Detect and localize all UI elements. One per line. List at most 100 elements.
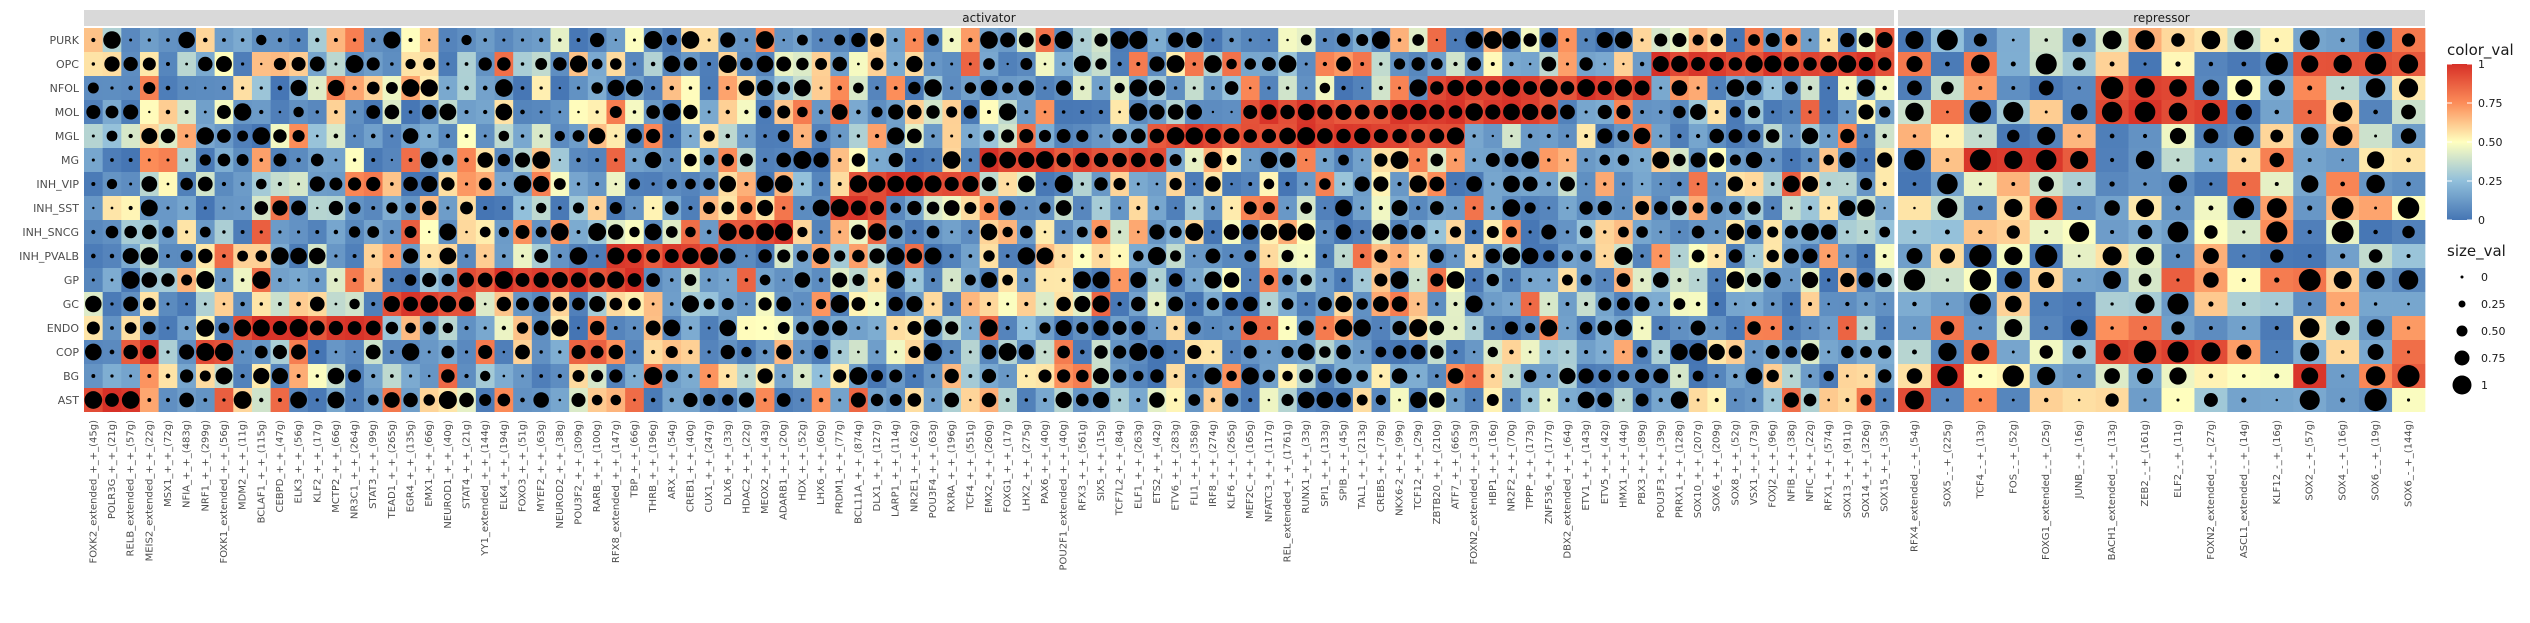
size-dot	[1192, 206, 1196, 210]
size-dot	[1509, 61, 1514, 67]
size-dot	[1771, 398, 1775, 402]
size-dot	[1430, 345, 1444, 359]
size-dot	[1300, 202, 1313, 214]
size-dot	[1882, 133, 1887, 139]
size-dot	[271, 367, 288, 385]
size-dot	[703, 201, 716, 215]
row-label: INH_PVALB	[19, 250, 79, 263]
size-dot	[665, 369, 678, 383]
size-dot	[1509, 373, 1514, 379]
size-dot	[1054, 31, 1073, 49]
size-dot	[851, 153, 866, 167]
size-dot	[930, 61, 936, 67]
size-dot	[2077, 86, 2081, 90]
size-dot	[233, 103, 252, 121]
size-dot	[1826, 181, 1831, 187]
size-dot	[1978, 134, 1982, 138]
size-dot	[142, 57, 156, 71]
size-dot	[1728, 129, 1743, 143]
size-dot	[165, 61, 170, 67]
size-dot	[1745, 151, 1763, 169]
size-dot	[1409, 79, 1427, 97]
size-dot	[1434, 230, 1439, 234]
size-dot	[252, 271, 271, 289]
size-dot	[986, 109, 992, 115]
size-dot	[607, 247, 625, 265]
column-label: ATF7_+_+_(665g)	[1450, 420, 1461, 509]
size-dot	[946, 106, 958, 118]
size-dot	[1597, 200, 1612, 216]
size-dot	[483, 38, 488, 42]
size-dot	[1118, 110, 1121, 114]
size-dot	[2169, 127, 2187, 145]
size-dot	[371, 254, 376, 258]
size-dot	[1539, 79, 1558, 97]
size-dot	[571, 392, 586, 408]
size-dot	[1691, 225, 1705, 239]
size-dot	[1261, 128, 1277, 144]
size-dot	[1304, 302, 1309, 306]
size-dot	[1024, 109, 1029, 115]
size-dot	[1728, 57, 1743, 71]
size-dot	[353, 350, 356, 354]
size-dot	[129, 374, 133, 378]
size-dot	[237, 250, 249, 262]
size-dot	[924, 247, 942, 265]
size-dot	[1465, 103, 1483, 121]
size-dot	[1017, 175, 1035, 193]
size-dot	[328, 200, 344, 216]
size-dot	[2136, 367, 2154, 385]
size-dot	[1598, 369, 1612, 383]
size-dot	[2037, 366, 2056, 386]
size-dot	[1430, 153, 1444, 167]
size-dot	[1483, 31, 1502, 49]
size-dot	[1729, 106, 1742, 118]
size-dot	[2366, 174, 2385, 194]
size-dot	[1076, 129, 1089, 143]
size-dot	[595, 205, 600, 211]
size-dot	[1055, 319, 1072, 337]
size-dot	[420, 151, 438, 169]
size-dot	[1752, 254, 1756, 258]
row-label: INH_VIP	[36, 178, 79, 191]
size-dot	[1696, 182, 1700, 186]
size-dot	[292, 129, 305, 143]
size-dot	[2007, 129, 2020, 143]
size-dot	[1448, 105, 1463, 119]
size-dot	[1658, 349, 1663, 355]
size-dot	[666, 34, 678, 46]
size-dot	[1635, 201, 1650, 215]
size-dot	[756, 55, 774, 73]
column-label: RXRA_+_+_(196g)	[947, 420, 958, 512]
size-dot	[386, 202, 398, 214]
size-dot	[744, 109, 749, 115]
size-dot	[142, 345, 157, 359]
size-dot	[889, 393, 902, 407]
size-dot	[1020, 58, 1033, 70]
size-dot	[502, 38, 506, 42]
size-dot	[252, 127, 271, 145]
size-dot	[2004, 150, 2023, 170]
size-dot	[179, 392, 194, 408]
size-dot	[241, 350, 245, 354]
size-dot	[2274, 277, 2280, 283]
size-dot	[1807, 301, 1813, 307]
size-dot	[1485, 248, 1501, 264]
size-dot	[1672, 32, 1687, 48]
size-dot	[240, 62, 245, 66]
size-dot	[1696, 86, 1700, 90]
size-dot	[1634, 296, 1650, 312]
size-dot	[1839, 151, 1856, 169]
size-dot	[2270, 129, 2284, 143]
size-dot	[333, 229, 339, 235]
size-dot	[1547, 206, 1551, 210]
size-dot	[1168, 296, 1184, 312]
size-dot	[1410, 391, 1427, 409]
size-dot	[818, 181, 824, 187]
size-dot	[1729, 201, 1742, 215]
size-dot	[1547, 398, 1551, 402]
size-dot	[390, 158, 394, 162]
size-dot	[1286, 38, 1289, 42]
size-dot	[446, 62, 450, 66]
size-dot	[856, 134, 861, 138]
